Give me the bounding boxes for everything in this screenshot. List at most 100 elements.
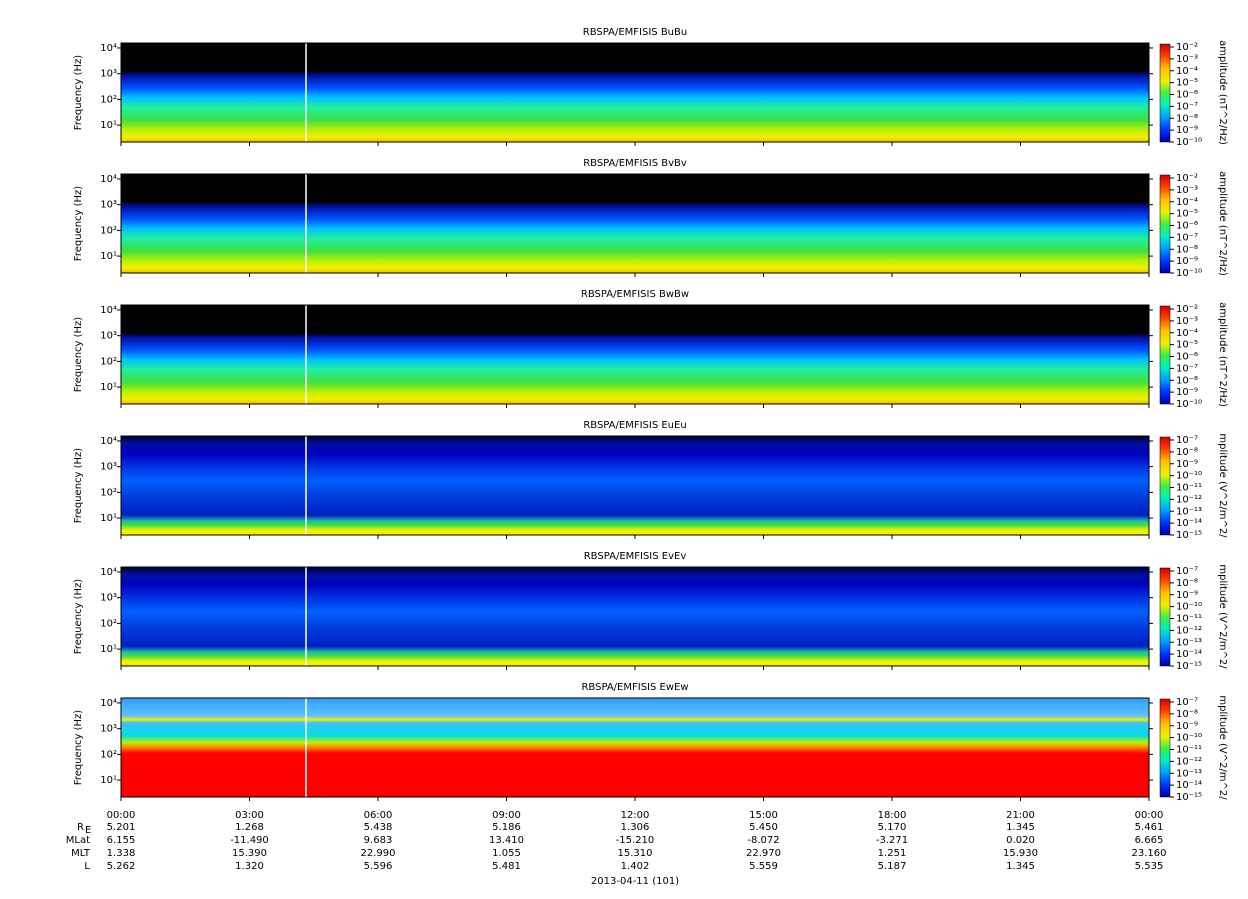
y-tick-label: 10¹ bbox=[100, 644, 117, 655]
ephemeris-value: 1.345 bbox=[1006, 822, 1035, 833]
y-tick-label: 10³ bbox=[100, 200, 117, 211]
colorbar-tick-label: 10⁻¹⁵ bbox=[1176, 792, 1202, 803]
colorbar-tick-label: 10⁻⁷ bbox=[1176, 101, 1198, 112]
colorbar-tick-label: 10⁻⁷ bbox=[1176, 566, 1198, 577]
colorbar-tick-label: 10⁻⁸ bbox=[1176, 578, 1198, 589]
ephemeris-value: 1.345 bbox=[1006, 861, 1035, 872]
colorbar-tick-label: 10⁻³ bbox=[1176, 185, 1198, 196]
ephemeris-value: 1.306 bbox=[621, 822, 650, 833]
ephemeris-value: 6.155 bbox=[107, 835, 136, 846]
y-tick-label: 10¹ bbox=[100, 513, 117, 524]
ephemeris-value: -3.271 bbox=[876, 835, 908, 846]
ephemeris-label: R bbox=[77, 822, 84, 833]
y-axis-label: Frequency (Hz) bbox=[73, 710, 84, 786]
ephemeris-value: 5.201 bbox=[107, 822, 136, 833]
colorbar-tick-label: 10⁻¹² bbox=[1176, 625, 1202, 636]
colorbar-tick-label: 10⁻⁸ bbox=[1176, 447, 1198, 458]
colorbar-tick-label: 10⁻¹⁰ bbox=[1176, 399, 1202, 410]
colorbar-tick-label: 10⁻⁴ bbox=[1176, 197, 1198, 208]
colorbar-label: mplitude (V^2/m^2/ bbox=[1217, 564, 1228, 669]
colorbar-tick-label: 10⁻¹¹ bbox=[1176, 614, 1202, 625]
colorbar bbox=[1159, 305, 1171, 405]
colorbar-tick-label: 10⁻³ bbox=[1176, 316, 1198, 327]
y-tick-label: 10⁴ bbox=[100, 305, 117, 316]
colorbar-tick-label: 10⁻¹⁰ bbox=[1176, 268, 1202, 279]
y-axis-label: Frequency (Hz) bbox=[73, 317, 84, 393]
y-axis-label: Frequency (Hz) bbox=[73, 55, 84, 131]
colorbar-tick-label: 10⁻¹⁵ bbox=[1176, 530, 1202, 541]
colorbar-tick-label: 10⁻³ bbox=[1176, 54, 1198, 65]
colorbar-tick-label: 10⁻⁸ bbox=[1176, 375, 1198, 386]
x-tick-label: 00:00 bbox=[107, 810, 136, 821]
spectrogram-image bbox=[121, 436, 1149, 535]
panel-title: RBSPA/EMFISIS EwEw bbox=[581, 682, 688, 693]
ephemeris-value: 15.310 bbox=[618, 848, 653, 859]
colorbar-tick-label: 10⁻⁶ bbox=[1176, 221, 1198, 232]
colorbar-tick-label: 10⁻¹³ bbox=[1176, 768, 1202, 779]
panel-title: RBSPA/EMFISIS EuEu bbox=[583, 420, 686, 431]
colorbar bbox=[1159, 174, 1171, 274]
colorbar-tick-label: 10⁻⁹ bbox=[1176, 459, 1198, 470]
colorbar-tick-label: 10⁻¹³ bbox=[1176, 637, 1202, 648]
colorbar-tick-label: 10⁻¹⁴ bbox=[1176, 518, 1202, 529]
colorbar-tick-label: 10⁻⁹ bbox=[1176, 256, 1198, 267]
panel-title: RBSPA/EMFISIS BuBu bbox=[583, 27, 687, 38]
ephemeris-value: 15.930 bbox=[1003, 848, 1038, 859]
x-tick-label: 06:00 bbox=[364, 810, 393, 821]
colorbar-tick-label: 10⁻⁶ bbox=[1176, 90, 1198, 101]
ephemeris-value: 13.410 bbox=[489, 835, 524, 846]
y-tick-label: 10² bbox=[100, 225, 117, 236]
ephemeris-label: L bbox=[84, 861, 90, 872]
ephemeris-value: -8.072 bbox=[747, 835, 779, 846]
ephemeris-value: 15.390 bbox=[232, 848, 267, 859]
colorbar-tick-label: 10⁻⁵ bbox=[1176, 78, 1198, 89]
ephemeris-value: 5.461 bbox=[1135, 822, 1164, 833]
ephemeris-value: 5.262 bbox=[107, 861, 136, 872]
colorbar-label: amplitude (nT^2/Hz) bbox=[1217, 40, 1228, 145]
y-axis-label: Frequency (Hz) bbox=[73, 579, 84, 655]
y-tick-label: 10² bbox=[100, 618, 117, 629]
colorbar-tick-label: 10⁻⁷ bbox=[1176, 435, 1198, 446]
spectrogram-image bbox=[121, 43, 1149, 142]
ephemeris-value: 5.596 bbox=[364, 861, 393, 872]
colorbar-tick-label: 10⁻⁴ bbox=[1176, 66, 1198, 77]
ephemeris-label: MLT bbox=[71, 848, 91, 859]
colorbar-tick-label: 10⁻¹³ bbox=[1176, 506, 1202, 517]
y-axis-label: Frequency (Hz) bbox=[73, 448, 84, 524]
colorbar bbox=[1159, 43, 1171, 143]
colorbar-tick-label: 10⁻⁹ bbox=[1176, 125, 1198, 136]
y-tick-label: 10³ bbox=[100, 69, 117, 80]
ephemeris-value: 1.320 bbox=[235, 861, 264, 872]
ephemeris-value: 5.450 bbox=[749, 822, 778, 833]
y-tick-label: 10⁴ bbox=[100, 698, 117, 709]
ephemeris-value: 9.683 bbox=[364, 835, 393, 846]
colorbar-tick-label: 10⁻¹² bbox=[1176, 756, 1202, 767]
spectrogram-image bbox=[121, 698, 1149, 797]
panel-title: RBSPA/EMFISIS BwBw bbox=[581, 289, 689, 300]
y-tick-label: 10¹ bbox=[100, 120, 117, 131]
colorbar bbox=[1159, 698, 1171, 798]
ephemeris-value: 5.438 bbox=[364, 822, 393, 833]
colorbar-tick-label: 10⁻⁷ bbox=[1176, 232, 1198, 243]
colorbar bbox=[1159, 567, 1171, 667]
y-tick-label: 10¹ bbox=[100, 382, 117, 393]
colorbar-tick-label: 10⁻² bbox=[1176, 304, 1198, 315]
x-tick-label: 12:00 bbox=[621, 810, 650, 821]
ephemeris-value: 1.268 bbox=[235, 822, 264, 833]
ephemeris-value: 5.481 bbox=[492, 861, 521, 872]
colorbar-tick-label: 10⁻⁷ bbox=[1176, 363, 1198, 374]
ephemeris-value: -11.490 bbox=[230, 835, 269, 846]
colorbar-tick-label: 10⁻⁸ bbox=[1176, 709, 1198, 720]
y-tick-label: 10³ bbox=[100, 331, 117, 342]
y-tick-label: 10³ bbox=[100, 724, 117, 735]
ephemeris-value: -15.210 bbox=[616, 835, 655, 846]
colorbar-tick-label: 10⁻¹¹ bbox=[1176, 745, 1202, 756]
spectrogram-image bbox=[121, 305, 1149, 404]
y-tick-label: 10⁴ bbox=[100, 567, 117, 578]
ephemeris-value: 5.559 bbox=[749, 861, 778, 872]
colorbar-tick-label: 10⁻¹⁴ bbox=[1176, 780, 1202, 791]
y-tick-label: 10⁴ bbox=[100, 174, 117, 185]
y-tick-label: 10² bbox=[100, 94, 117, 105]
x-tick-label: 09:00 bbox=[492, 810, 521, 821]
